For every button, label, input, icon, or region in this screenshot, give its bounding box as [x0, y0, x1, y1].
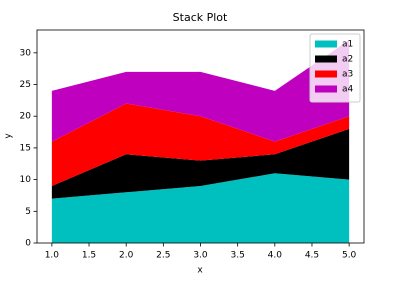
legend-box [309, 33, 361, 103]
legend-swatch [315, 40, 337, 48]
x-tick-label: 5.0 [342, 251, 357, 261]
legend-label: a3 [342, 70, 353, 80]
x-tick-label: 2.5 [156, 251, 170, 261]
y-tick-label: 0 [25, 239, 31, 249]
y-tick-label: 30 [20, 48, 32, 58]
x-axis-label: x [197, 266, 203, 276]
area [51, 103, 350, 186]
legend-label: a1 [342, 40, 353, 50]
area [51, 128, 350, 199]
x-tick-label: 3.0 [193, 251, 208, 261]
x-tick-label: 2.0 [119, 251, 134, 261]
legend-swatch [315, 55, 337, 63]
x-tick-label: 4.5 [305, 251, 319, 261]
area [51, 40, 350, 142]
chart-title: Stack Plot [173, 11, 228, 24]
legend-swatch [315, 70, 337, 78]
legend-swatch [315, 85, 337, 93]
y-tick-label: 25 [20, 80, 31, 90]
x-tick-label: 1.5 [82, 251, 96, 261]
y-tick-label: 5 [25, 207, 31, 217]
y-axis-label: y [4, 133, 14, 139]
legend-label: a2 [342, 55, 353, 65]
x-tick-label: 1.0 [45, 251, 60, 261]
area [51, 173, 350, 243]
legend-label: a4 [342, 85, 354, 95]
y-tick-label: 15 [20, 143, 31, 153]
y-tick-label: 20 [20, 112, 32, 122]
x-tick-label: 3.5 [230, 251, 244, 261]
x-tick-label: 4.0 [268, 251, 283, 261]
y-tick-label: 10 [20, 175, 32, 185]
